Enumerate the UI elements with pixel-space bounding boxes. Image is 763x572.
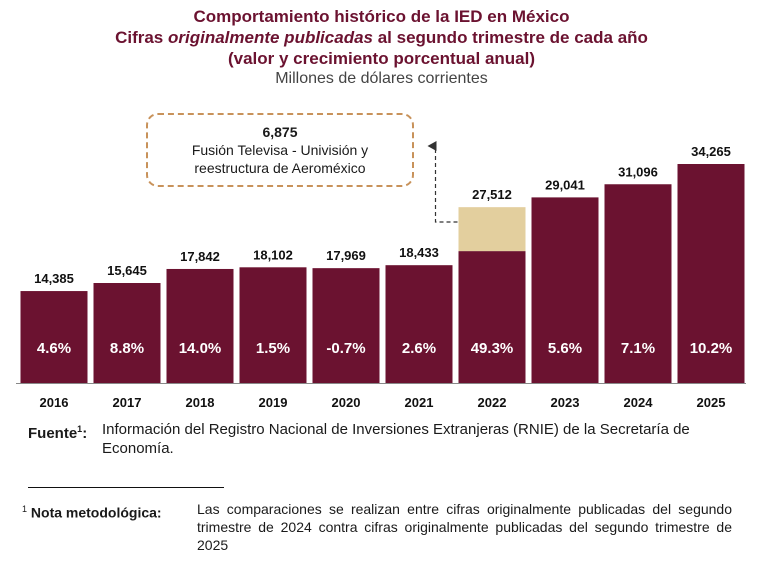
growth-label-2019: 1.5% [256,340,290,357]
chart-title: Comportamiento histórico de la IED en Mé… [193,7,570,26]
chart-title-line3: (valor y crecimiento porcentual anual) [227,49,536,68]
bar-2024 [604,184,672,383]
growth-label-2021: 2.6% [402,340,436,357]
source-label-text: Fuente [28,425,78,442]
callout-connector [434,150,458,223]
source-note: Fuente1: Información del Registro Nacion… [28,420,748,458]
source-text: Información del Registro Nacional de Inv… [102,421,690,457]
category-label-2024: 2024 [624,395,654,410]
bar-highlight-2022 [458,207,526,252]
annotation-line1: Fusión Televisa - Univisión y [191,142,369,158]
value-label-2020: 17,969 [326,248,366,263]
bar-chart: 14,385 4.6% 2016 15,645 8.8% 2017 17,842 14.0% 2… [16,141,746,410]
category-label-2018: 2018 [186,395,215,410]
source-label-colon: : [82,425,88,442]
bar-2020 [312,268,380,383]
chart-header: Comportamiento histórico de la IED en Mé… [0,6,763,89]
category-label-2023: 2023 [551,395,580,410]
category-label-2016: 2016 [40,395,69,410]
source-label: Fuente1: [28,420,87,443]
bar-2017 [93,283,161,383]
value-label-2024: 31,096 [618,164,658,179]
growth-label-2018: 14.0% [179,340,222,357]
note-label: 1 Nota metodológica: [22,500,162,522]
value-label-2021: 18,433 [399,245,439,260]
growth-label-2016: 4.6% [37,340,71,357]
value-label-2023: 29,041 [545,177,585,192]
bar-2023 [531,197,599,383]
methodology-note: 1 Nota metodológica: Las comparaciones s… [22,500,732,554]
annotation-line2: reestructura de Aeroméxico [194,160,366,176]
value-label-2025: 34,265 [691,144,731,159]
chart-subtitle: Millones de dólares corrientes [275,70,488,87]
value-label-2017: 15,645 [107,263,147,278]
title-line2-end: al segundo trimestre de cada año [373,28,648,47]
title-line2-start: Cifras [115,28,168,47]
callout-arrowhead [427,141,437,151]
growth-label-2024: 7.1% [621,340,655,357]
note-footnote-mark: 1 [22,504,28,514]
source-footnote-ref: 1 [77,424,83,434]
annotation-callout: 6,875 Fusión Televisa - Univisión y rees… [146,113,414,187]
growth-label-2025: 10.2% [690,340,733,357]
category-label-2025: 2025 [697,395,726,410]
category-label-2022: 2022 [478,395,507,410]
bar-2018 [166,268,234,383]
footnote-divider [28,487,224,488]
note-label-text: Nota metodológica: [30,504,162,521]
bar-2021 [385,265,453,383]
bar-2025 [677,164,745,383]
bar-2022 [458,251,526,383]
category-label-2020: 2020 [332,395,361,410]
value-label-2018: 17,842 [180,249,220,264]
category-label-2019: 2019 [259,395,288,410]
growth-label-2022: 49.3% [471,340,514,357]
growth-label-2020: -0.7% [326,340,365,357]
title-line2-emphasis: originalmente publicadas [168,28,373,47]
growth-label-2023: 5.6% [548,340,582,357]
category-label-2017: 2017 [113,395,142,410]
value-label-2016: 14,385 [34,271,74,286]
bar-2016 [20,291,88,383]
category-label-2021: 2021 [405,395,434,410]
annotation-value: 6,875 [262,124,298,140]
value-label-2019: 18,102 [253,247,293,262]
chart-title-line2: Cifras originalmente publicadas al segun… [0,27,763,48]
note-text: Las comparaciones se realizan entre cifr… [197,501,732,553]
growth-label-2017: 8.8% [110,340,144,357]
bar-2019 [239,267,307,383]
value-label-2022: 27,512 [472,187,512,202]
